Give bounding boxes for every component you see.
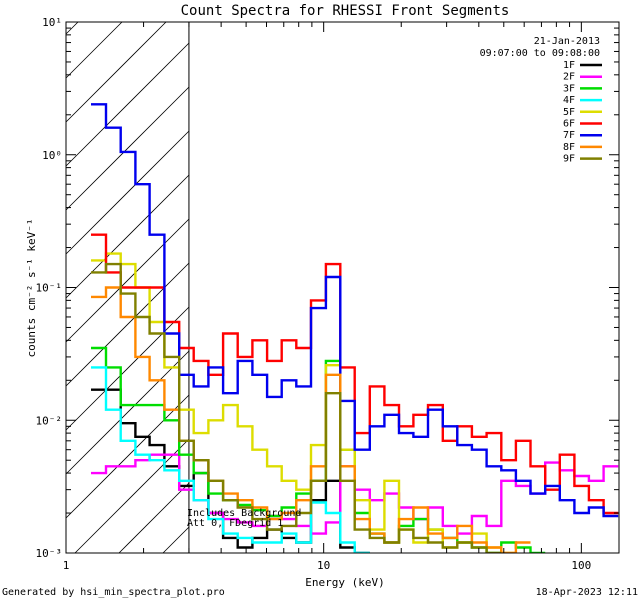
legend-label-1F: 1F	[563, 60, 575, 71]
series-4F	[91, 366, 370, 553]
spectra-layer	[91, 103, 619, 553]
legend-label-2F: 2F	[563, 72, 575, 83]
series-6F	[91, 233, 619, 515]
x-tick-label: 10	[317, 559, 330, 572]
x-tick-label: 100	[571, 559, 591, 572]
legend-label-8F: 8F	[563, 142, 575, 153]
annotation-background: Includes Background	[187, 508, 301, 519]
footer-generator: Generated by hsi_min_spectra_plot.pro	[2, 587, 225, 598]
y-tick-label: 10⁻¹	[36, 282, 63, 295]
y-tick-label: 10⁻³	[36, 547, 63, 560]
observation-date: 21-Jan-2013	[534, 36, 600, 47]
annotation-attenuator: Att 0, FDegrid 1	[187, 518, 283, 529]
y-tick-label: 10¹	[42, 16, 62, 29]
excluded-energy-hatch	[65, 21, 190, 554]
hatch-lines	[65, 21, 190, 554]
time-range: 09:07:00 to 09:08:00	[480, 48, 600, 59]
x-axis-label: Energy (keV)	[305, 576, 384, 589]
legend-label-7F: 7F	[563, 130, 575, 141]
legend-label-9F: 9F	[563, 154, 575, 165]
axis-ticks: 1 10 100 10⁻³ 10⁻² 10⁻¹ 10⁰ 10¹	[36, 16, 619, 572]
legend-label-3F: 3F	[563, 83, 575, 94]
legend-label-4F: 4F	[563, 95, 575, 106]
series-9F	[91, 262, 502, 553]
legend-label-6F: 6F	[563, 119, 575, 130]
y-tick-label: 10⁻²	[36, 414, 63, 427]
y-tick-label: 10⁰	[42, 149, 62, 162]
footer-timestamp: 18-Apr-2023 12:11	[536, 587, 638, 598]
legend-label-5F: 5F	[563, 107, 575, 118]
x-tick-label: 1	[63, 559, 70, 572]
y-axis-label: counts cm⁻² s⁻¹ keV⁻¹	[25, 218, 38, 357]
chart-title: Count Spectra for RHESSI Front Segments	[181, 3, 510, 19]
